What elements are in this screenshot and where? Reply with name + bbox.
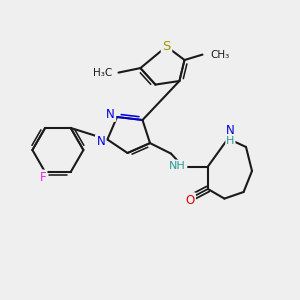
Text: S: S xyxy=(162,40,171,53)
Text: H: H xyxy=(226,136,235,146)
Text: N: N xyxy=(96,135,105,148)
Text: H₃C: H₃C xyxy=(93,68,112,78)
Text: O: O xyxy=(185,194,194,207)
Text: CH₃: CH₃ xyxy=(210,50,229,60)
Text: F: F xyxy=(39,171,46,184)
Text: N: N xyxy=(226,124,235,137)
Text: N: N xyxy=(106,107,115,121)
Text: NH: NH xyxy=(169,161,186,171)
